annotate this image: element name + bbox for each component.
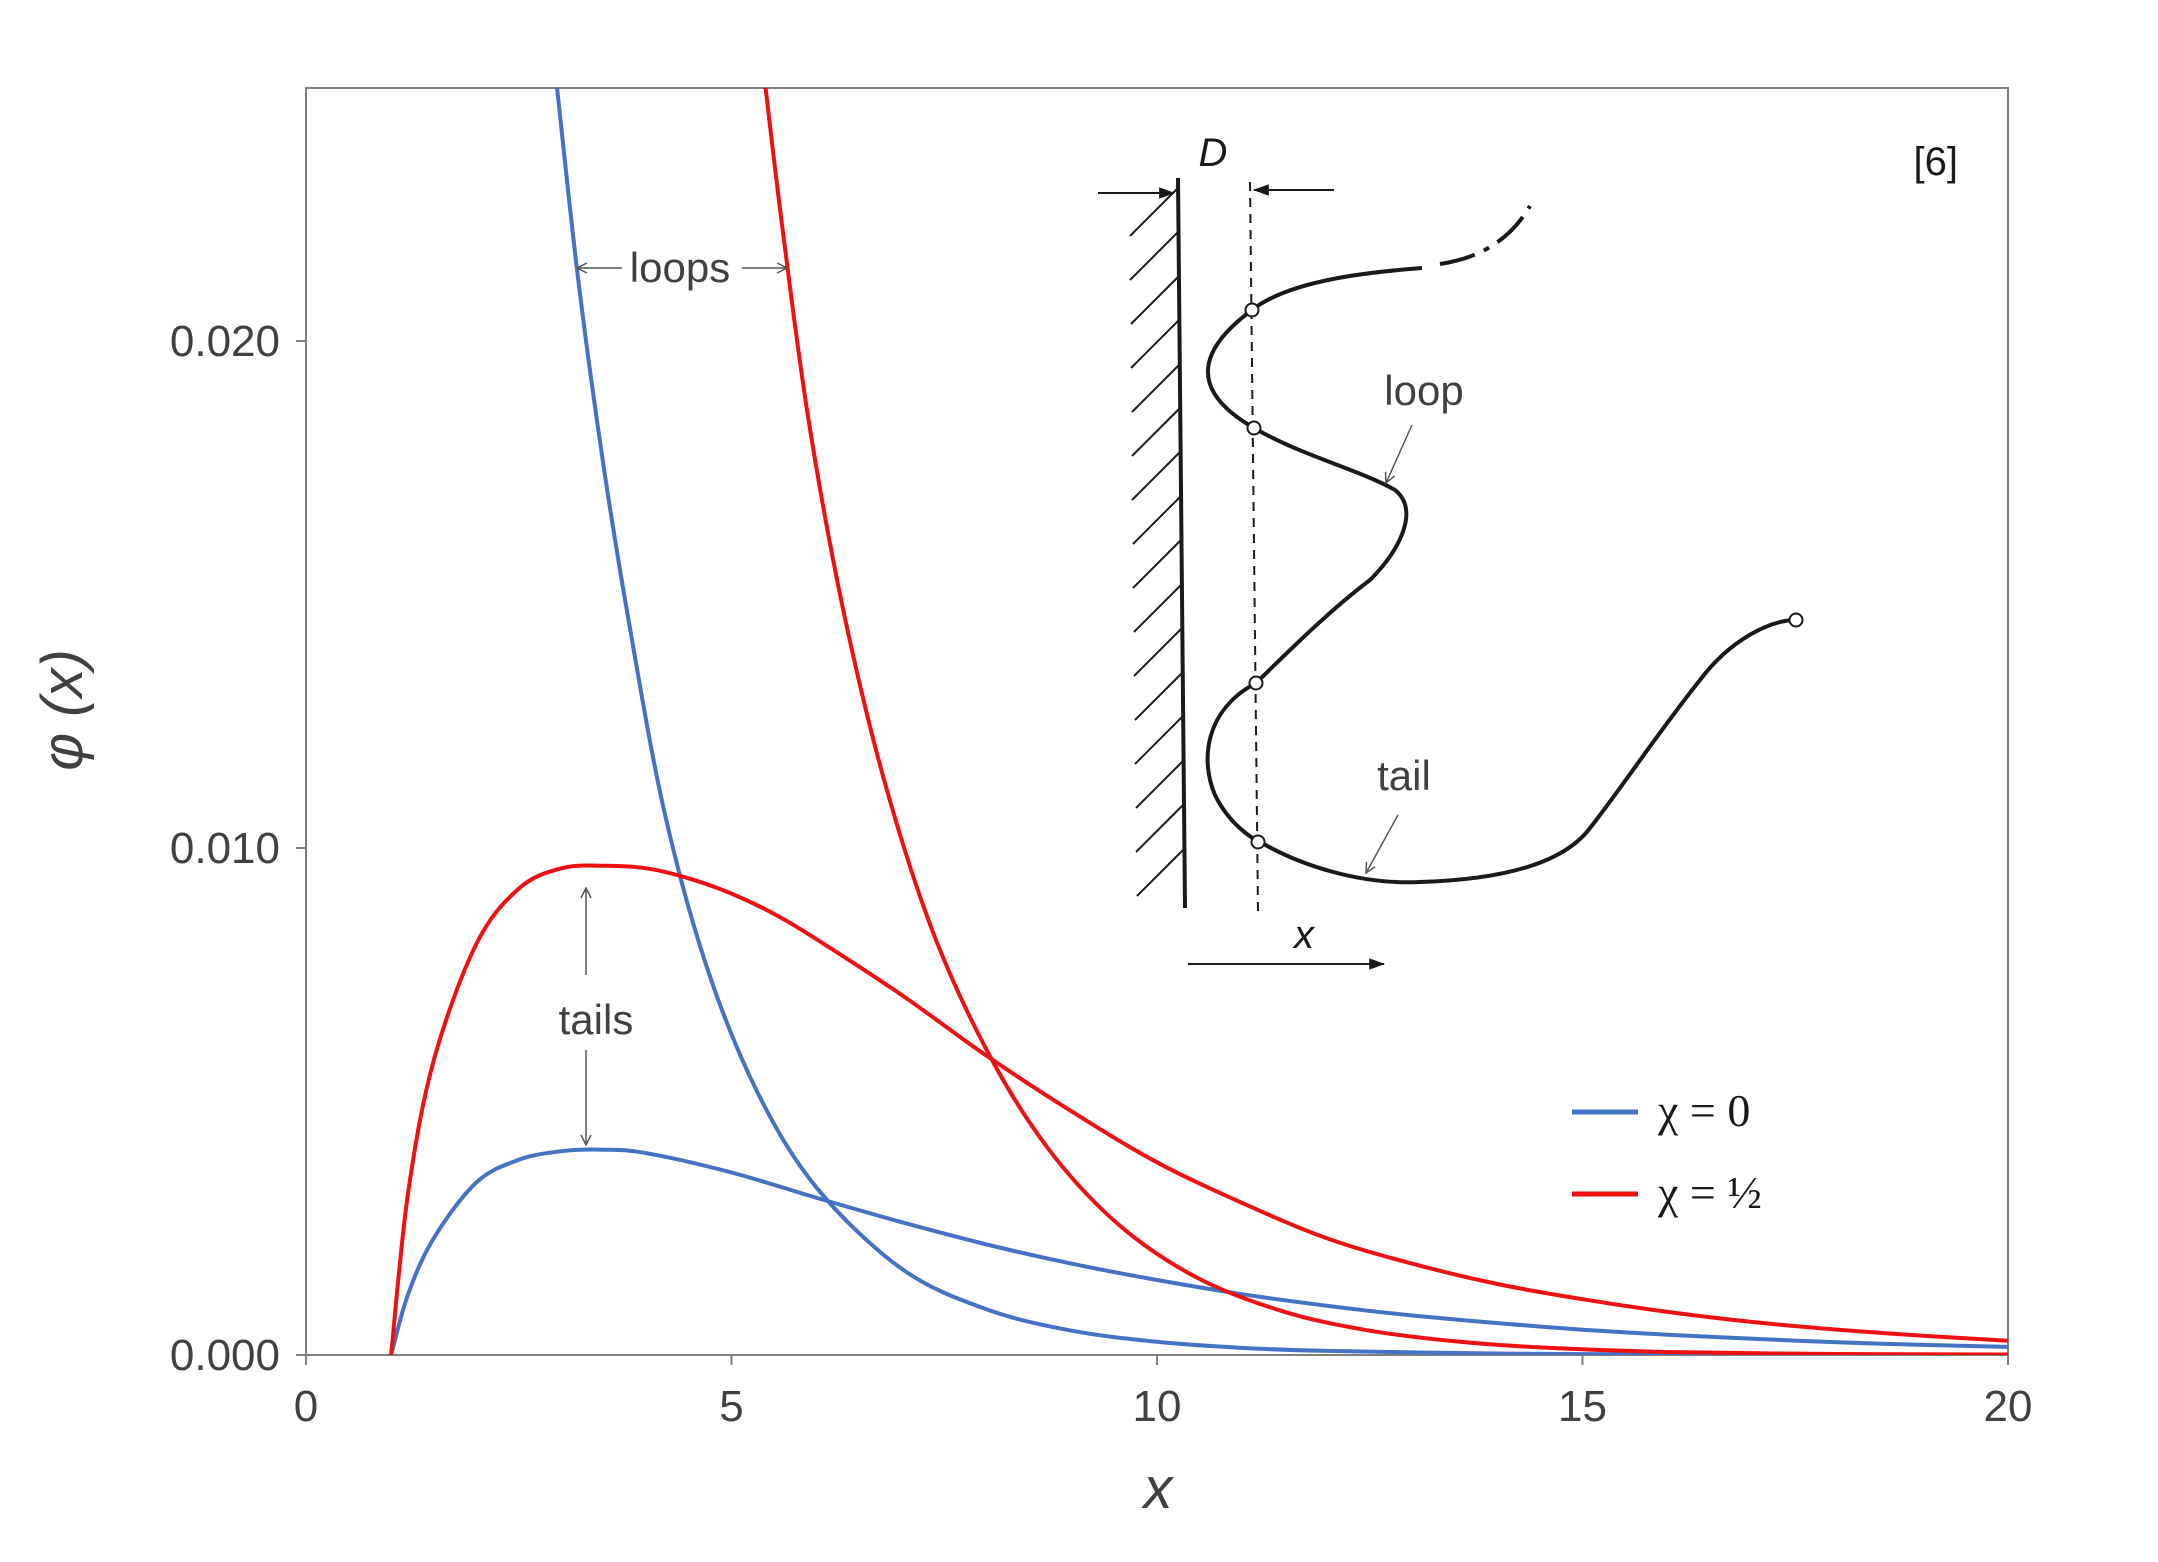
legend-label: χ = 0 <box>1657 1085 1750 1136</box>
contact-point <box>1248 675 1264 691</box>
x-tick-label: 0 <box>294 1382 318 1431</box>
y-tick-label: 0.020 <box>170 317 280 366</box>
polymer-chain <box>1205 266 1797 885</box>
y-tick-label: 0.000 <box>170 1331 280 1380</box>
wall-hatching <box>1129 187 1186 897</box>
inset-tail-label: tail <box>1377 752 1431 799</box>
reference-label: [6] <box>1914 140 1958 184</box>
inset-D-label: D <box>1199 131 1228 175</box>
x-tick-label: 20 <box>1984 1382 2033 1431</box>
inset-loop-label: loop <box>1384 367 1463 414</box>
x-tick-label: 10 <box>1133 1382 1182 1431</box>
contact-point <box>1250 834 1266 850</box>
boundary-dashed-line <box>1249 181 1259 913</box>
x-axis: 0 5 10 15 20 <box>294 1354 2033 1431</box>
y-tick-label: 0.010 <box>170 824 280 873</box>
inset-x-label: x <box>1292 913 1316 957</box>
x-tick-label: 15 <box>1558 1382 1607 1431</box>
tails-annotation: tails <box>559 888 634 1145</box>
x-tick-label: 5 <box>719 1382 743 1431</box>
chi-half-tails-curve <box>389 863 2008 1355</box>
y-axis-title: φ (x) <box>30 649 95 771</box>
plot-frame <box>305 87 2009 1356</box>
inset-diagram: D loop tail x <box>1098 131 1804 970</box>
tails-label: tails <box>559 996 634 1043</box>
polymer-chain-continuation <box>1439 204 1532 266</box>
loops-annotation: loops <box>577 244 787 291</box>
contact-point <box>1246 420 1262 436</box>
contact-point <box>1244 302 1260 318</box>
chi-0-loops-curve <box>555 88 2008 1355</box>
chain-end-point <box>1788 612 1804 628</box>
chi-half-loops-curve <box>763 88 2008 1355</box>
series-layer <box>389 88 2008 1355</box>
loops-label: loops <box>630 244 730 291</box>
y-axis: 0.000 0.010 0.020 <box>170 317 306 1380</box>
chi-0-tails-curve <box>389 1147 2008 1355</box>
legend-label: χ = ½ <box>1657 1167 1762 1218</box>
legend: χ = 0 χ = ½ <box>1572 1085 1762 1218</box>
x-axis-title: x <box>1141 1456 1175 1521</box>
